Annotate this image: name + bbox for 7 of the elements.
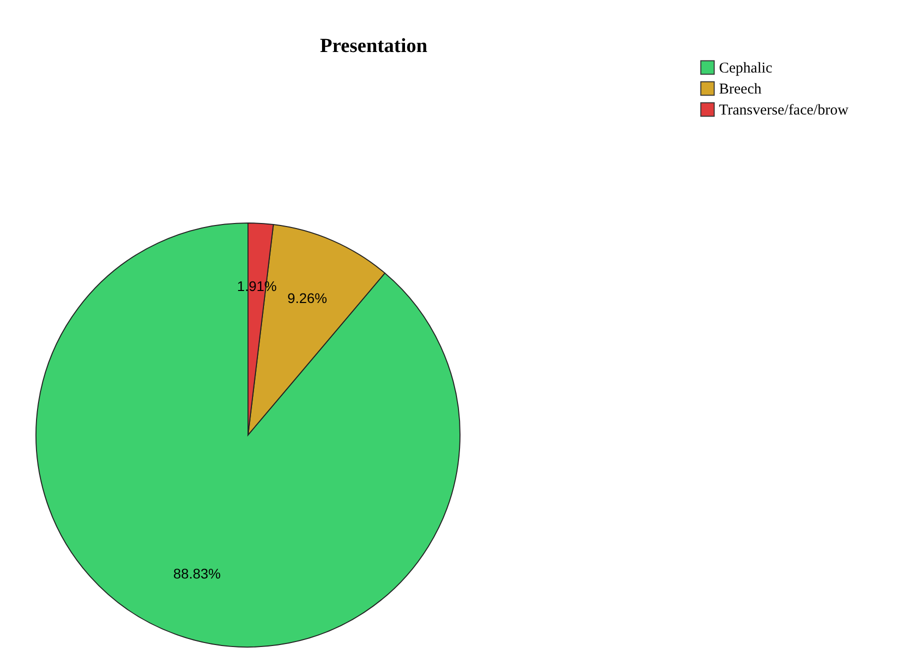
chart-title: Presentation (320, 35, 428, 57)
legend-label: Transverse/face/brow (719, 102, 849, 118)
legend-label: Breech (719, 82, 762, 98)
legend-label: Cephalic (719, 60, 773, 76)
data-label: 88.83% (173, 565, 221, 582)
data-label: 9.26% (287, 290, 328, 306)
pie-slice (36, 222, 460, 648)
